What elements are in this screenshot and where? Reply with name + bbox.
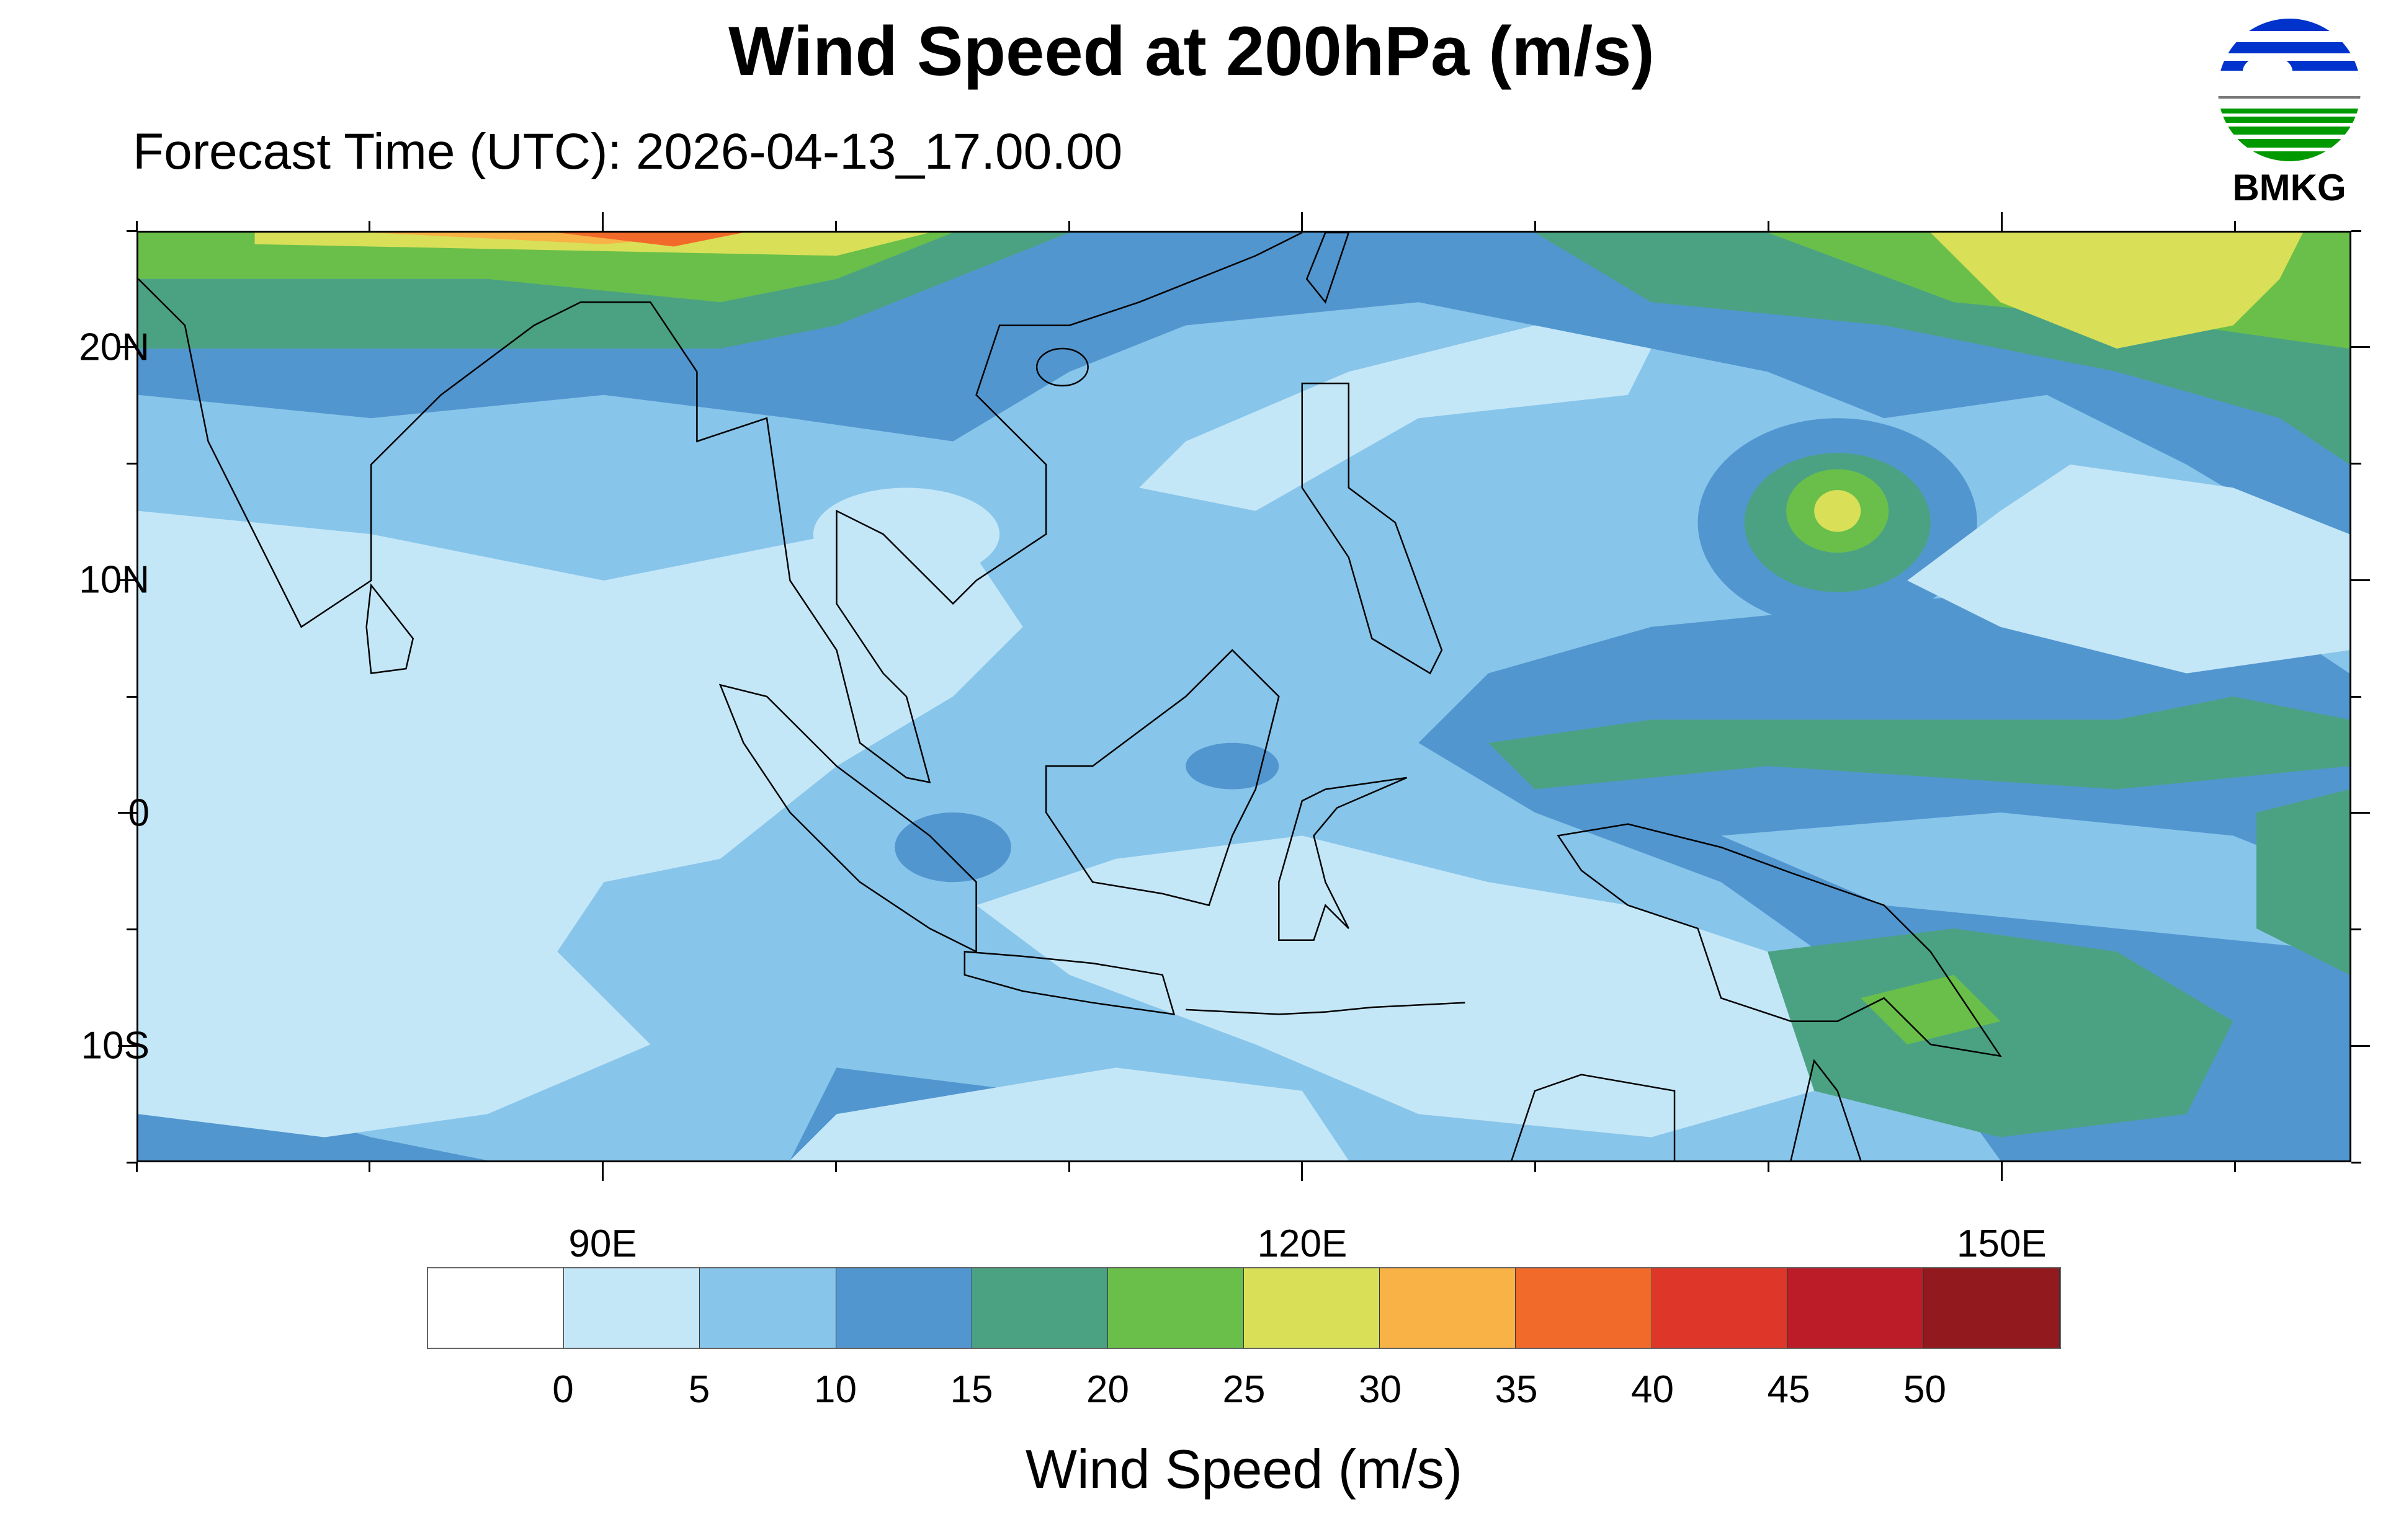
x-tick-top: [1534, 221, 1537, 231]
x-tick-top: [369, 221, 371, 231]
x-tick: [2000, 1162, 2003, 1181]
colorbar-swatch: [1787, 1268, 1924, 1348]
colorbar-swatch: [428, 1268, 565, 1348]
y-tick: [118, 579, 136, 581]
lat-tick-label: 0: [128, 791, 150, 835]
x-tick-top: [1301, 212, 1303, 231]
contour-25-30: [254, 233, 2303, 532]
contour-35-40: [557, 233, 744, 247]
x-tick: [1301, 1162, 1303, 1181]
lat-tick-label: 20N: [79, 326, 150, 369]
colorbar-level-label: 40: [1631, 1368, 1674, 1411]
x-tick-top: [1768, 221, 1770, 231]
x-tick-top: [602, 212, 604, 231]
colorbar-swatch: [1107, 1268, 1245, 1348]
y-tick: [118, 346, 136, 349]
y-tick: [127, 463, 136, 465]
wind-speed-field: [138, 233, 2349, 1160]
lat-tick-label: 10S: [81, 1024, 150, 1067]
y-tick-right: [2351, 346, 2370, 349]
bmkg-logo-icon: [2218, 19, 2361, 161]
colorbar-level-label: 50: [1903, 1368, 1946, 1411]
coastlines: [138, 233, 2000, 1160]
contour-0-5: [138, 325, 2349, 1160]
colorbar-level-label: 20: [1086, 1368, 1129, 1411]
y-tick-right: [2351, 1161, 2361, 1164]
colorbar-swatch: [700, 1268, 836, 1348]
lat-tick-label: 10N: [79, 558, 150, 602]
x-tick: [1534, 1162, 1537, 1172]
colorbar-swatch: [1923, 1268, 2060, 1348]
x-tick-top: [135, 221, 138, 231]
colorbar-swatch: [1244, 1268, 1380, 1348]
colorbar-swatch: [564, 1268, 700, 1348]
y-tick: [127, 229, 136, 232]
x-tick: [135, 1162, 138, 1172]
x-tick-top: [1068, 221, 1070, 231]
y-tick-right: [2351, 812, 2370, 814]
colorbar-swatch: [1380, 1268, 1516, 1348]
x-tick: [602, 1162, 604, 1181]
y-tick-right: [2351, 695, 2361, 698]
bmkg-logo: BMKG: [2209, 12, 2370, 211]
map-plot: [136, 231, 2351, 1162]
colorbar-swatch: [1652, 1268, 1788, 1348]
colorbar-level-label: 45: [1767, 1368, 1810, 1411]
x-tick-top: [2000, 212, 2003, 231]
logo-text: BMKG: [2232, 167, 2346, 208]
y-tick: [118, 812, 136, 814]
x-tick: [1068, 1162, 1070, 1172]
x-tick: [1768, 1162, 1770, 1172]
y-tick-right: [2351, 229, 2361, 232]
x-tick: [369, 1162, 371, 1172]
forecast-time: Forecast Time (UTC): 2026-04-13_17.00.00: [133, 123, 1123, 180]
colorbar-level-label: 0: [552, 1368, 574, 1411]
contour-5-10-patch: [1721, 812, 2349, 952]
colorbar-swatch: [1516, 1268, 1652, 1348]
colorbar-swatch: [972, 1268, 1108, 1348]
colorbar-level-label: 10: [814, 1368, 857, 1411]
colorbar-level-label: 30: [1359, 1368, 1402, 1411]
colorbar-title: Wind Speed (m/s): [1025, 1438, 1463, 1500]
x-tick: [834, 1162, 837, 1172]
chart-title: Wind Speed at 200hPa (m/s): [728, 12, 1655, 90]
x-tick: [2233, 1162, 2236, 1172]
y-tick-right: [2351, 1044, 2370, 1047]
y-tick: [127, 928, 136, 930]
y-tick-right: [2351, 463, 2361, 465]
colorbar-level-label: 15: [950, 1368, 993, 1411]
colorbar-swatch: [836, 1268, 972, 1348]
y-tick: [118, 1044, 136, 1047]
y-tick-right: [2351, 928, 2361, 930]
lon-tick-label: 120E: [1257, 1222, 1348, 1265]
y-tick: [127, 1161, 136, 1164]
lon-tick-label: 90E: [568, 1222, 637, 1265]
lon-tick-label: 150E: [1956, 1222, 2047, 1265]
y-tick-right: [2351, 579, 2370, 581]
colorbar-level-label: 25: [1222, 1368, 1266, 1411]
y-tick: [127, 695, 136, 698]
colorbar-level-label: 5: [688, 1368, 710, 1411]
x-tick-top: [2233, 221, 2236, 231]
x-tick-top: [834, 221, 837, 231]
colorbar: [427, 1267, 2061, 1349]
colorbar-level-label: 35: [1495, 1368, 1538, 1411]
